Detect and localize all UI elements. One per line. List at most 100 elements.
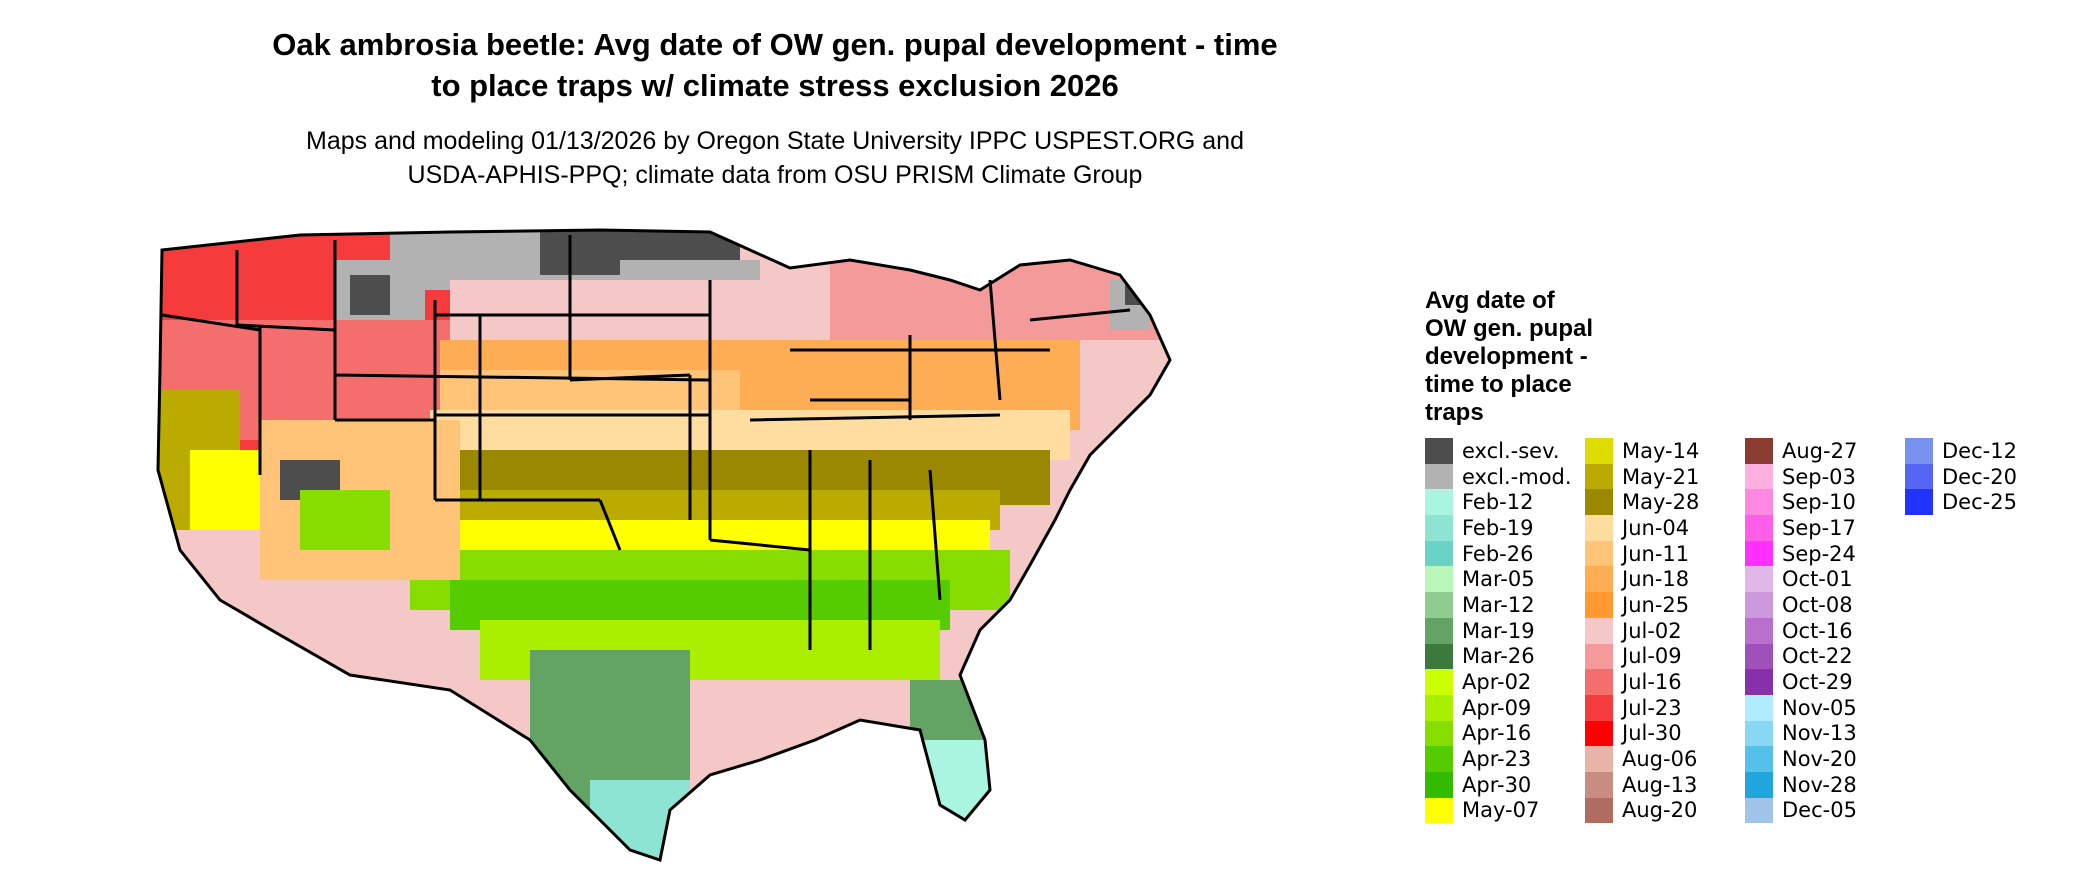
legend-label: May-21	[1622, 464, 1700, 489]
legend-item: Oct-22	[1745, 643, 1905, 670]
legend-swatch	[1745, 771, 1773, 798]
legend-swatch	[1585, 746, 1613, 772]
legend-swatch	[1745, 566, 1773, 593]
legend-label: Feb-19	[1462, 515, 1534, 540]
legend-item: Sep-10	[1745, 489, 1905, 516]
legend-swatch	[1585, 463, 1613, 490]
legend-title-line: traps	[1425, 399, 1484, 426]
legend-label: Apr-16	[1462, 721, 1532, 746]
legend-item: Mar-05	[1425, 566, 1585, 593]
legend-item: Jun-25	[1585, 592, 1745, 618]
legend-label: Nov-20	[1782, 747, 1857, 772]
legend-swatch	[1585, 720, 1613, 747]
legend-swatch	[1425, 489, 1453, 516]
legend-column: May-14 May-21 May-28 Jun-04 Jun-11 Jun-18 Jun-…	[1585, 438, 1745, 824]
legend-swatch	[1425, 669, 1453, 695]
legend-swatch	[1905, 438, 1933, 464]
legend: excl.-sev. excl.-mod. Feb-12 Feb-19 Feb-26 Ma…	[1425, 438, 2065, 824]
legend-swatch	[1425, 746, 1453, 772]
title-line-2: to place traps w/ climate stress exclusi…	[431, 68, 1119, 103]
legend-swatch	[1745, 643, 1773, 670]
legend-swatch	[1425, 540, 1453, 567]
legend-swatch	[1425, 643, 1453, 670]
legend-swatch	[1745, 746, 1773, 772]
legend-swatch	[1585, 438, 1613, 464]
legend-swatch	[1425, 617, 1453, 644]
legend-label: Sep-24	[1782, 541, 1856, 566]
legend-item: Jul-23	[1585, 694, 1745, 721]
legend-item: Oct-29	[1745, 669, 1905, 695]
legend-title-line: OW gen. pupal	[1425, 315, 1593, 342]
legend-label: May-07	[1462, 798, 1540, 823]
legend-label: Jun-11	[1622, 541, 1690, 566]
texas-tip-teal	[590, 780, 690, 860]
legend-label: Apr-09	[1462, 695, 1532, 720]
legend-item: Oct-16	[1745, 617, 1905, 644]
legend-swatch	[1905, 463, 1933, 490]
us-map	[156, 228, 1172, 862]
legend-item: excl.-mod.	[1425, 463, 1585, 490]
legend-swatch	[1585, 489, 1613, 516]
legend-item: Dec-12	[1905, 438, 2065, 464]
legend-item: May-07	[1425, 797, 1585, 824]
legend-swatch	[1425, 720, 1453, 747]
legend-label: Dec-12	[1942, 438, 2017, 463]
map-title: Oak ambrosia beetle: Avg date of OW gen.…	[160, 24, 1390, 106]
legend-label: Aug-13	[1622, 772, 1698, 797]
legend-column: Aug-27 Sep-03 Sep-10 Sep-17 Sep-24 Oct-01 Oct-…	[1745, 438, 1905, 824]
legend-item: Nov-05	[1745, 694, 1905, 721]
legend-swatch	[1585, 797, 1613, 824]
legend-item: Jun-11	[1585, 540, 1745, 567]
legend-label: Jul-16	[1622, 670, 1682, 695]
legend-swatch	[1745, 463, 1773, 490]
legend-label: Dec-20	[1942, 464, 2017, 489]
legend-column: excl.-sev. excl.-mod. Feb-12 Feb-19 Feb-26 Ma…	[1425, 438, 1585, 824]
legend-label: Apr-23	[1462, 747, 1532, 772]
legend-label: Nov-05	[1782, 695, 1857, 720]
legend-item: Oct-01	[1745, 566, 1905, 593]
legend-item: Apr-02	[1425, 669, 1585, 695]
legend-label: May-28	[1622, 490, 1700, 515]
legend-label: Jun-18	[1622, 567, 1690, 592]
legend-item: Dec-20	[1905, 463, 2065, 490]
legend-swatch	[1585, 566, 1613, 593]
legend-item: Mar-19	[1425, 617, 1585, 644]
legend-title-line: development -	[1425, 343, 1588, 370]
subtitle-line-1: Maps and modeling 01/13/2026 by Oregon S…	[306, 127, 1244, 155]
legend-item: Mar-12	[1425, 592, 1585, 618]
legend-item: Sep-03	[1745, 463, 1905, 490]
legend-swatch	[1745, 515, 1773, 541]
legend-item: Jul-09	[1585, 643, 1745, 670]
legend-item: Nov-20	[1745, 746, 1905, 772]
legend-label: Oct-08	[1782, 592, 1853, 617]
legend-item: Dec-05	[1745, 797, 1905, 824]
legend-label: Jul-02	[1622, 618, 1682, 643]
subtitle-line-2: USDA-APHIS-PPQ; climate data from OSU PR…	[407, 161, 1143, 189]
legend-swatch	[1745, 592, 1773, 618]
legend-label: Jun-04	[1622, 515, 1690, 540]
legend-label: Sep-17	[1782, 515, 1856, 540]
legend-swatch	[1585, 694, 1613, 721]
arizona-green	[300, 490, 390, 550]
map-fill	[158, 230, 1170, 860]
legend-swatch	[1425, 515, 1453, 541]
legend-swatch	[1585, 643, 1613, 670]
legend-item: Aug-27	[1745, 438, 1905, 464]
legend-item: May-14	[1585, 438, 1745, 464]
legend-swatch	[1425, 694, 1453, 721]
legend-label: Feb-26	[1462, 541, 1534, 566]
legend-label: Mar-19	[1462, 618, 1535, 643]
legend-swatch	[1745, 540, 1773, 567]
legend-swatch	[1745, 694, 1773, 721]
legend-swatch	[1585, 540, 1613, 567]
legend-item: Aug-06	[1585, 746, 1745, 772]
legend-item: Aug-13	[1585, 771, 1745, 798]
legend-label: May-14	[1622, 438, 1700, 463]
legend-item: Jul-02	[1585, 617, 1745, 644]
legend-label: Oct-22	[1782, 644, 1853, 669]
legend-item: May-28	[1585, 489, 1745, 516]
legend-item: Apr-16	[1425, 720, 1585, 747]
legend-item: Nov-13	[1745, 720, 1905, 747]
title-line-1: Oak ambrosia beetle: Avg date of OW gen.…	[272, 27, 1278, 62]
legend-item: Sep-17	[1745, 515, 1905, 541]
